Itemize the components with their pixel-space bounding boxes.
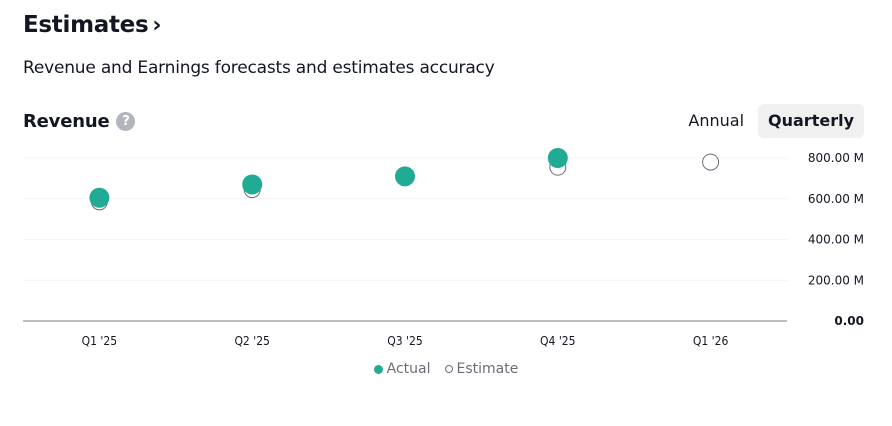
estimate-point [702, 153, 720, 171]
chevron-right-icon[interactable]: › [152, 13, 162, 38]
page-title-text[interactable]: Estimates [23, 12, 149, 38]
actual-point [89, 187, 110, 208]
section-title: Revenue [23, 111, 110, 132]
y-tick-label: 800.00 M [808, 151, 864, 165]
y-tick-label: 400.00 M [808, 233, 864, 247]
x-tick-label: Q2 '25 [234, 334, 270, 348]
x-tick-label: Q3 '25 [387, 334, 423, 348]
tab-annual[interactable]: Annual [688, 111, 745, 130]
legend-label-estimate: Estimate [456, 361, 519, 377]
page-title[interactable]: Estimates › [23, 12, 161, 38]
section-header: Revenue ? [23, 111, 136, 132]
question-circle-icon[interactable]: ? [116, 112, 136, 131]
estimate-circle-icon [444, 365, 453, 373]
y-tick-label: 600.00 M [808, 192, 864, 206]
actual-dot-icon [373, 364, 383, 374]
x-tick-label: Q4 '25 [540, 334, 576, 348]
legend-item-estimate[interactable]: Estimate [444, 361, 519, 377]
legend-item-actual[interactable]: Actual [373, 361, 431, 377]
tab-quarterly[interactable]: Quarterly [758, 104, 864, 138]
x-tick-label: Q1 '26 [693, 334, 729, 348]
x-tick-label: Q1 '25 [82, 334, 118, 348]
y-tick-label: 200.00 M [808, 273, 864, 287]
period-toggle: Annual Quarterly [678, 104, 864, 138]
legend-label-actual: Actual [386, 361, 431, 377]
y-tick-label: 0.00 [834, 314, 864, 328]
actual-point [242, 174, 263, 195]
actual-point [547, 148, 568, 168]
chart-legend: Actual Estimate [0, 361, 892, 377]
actual-point [395, 166, 415, 187]
page-subtitle: Revenue and Earnings forecasts and estim… [23, 58, 495, 78]
